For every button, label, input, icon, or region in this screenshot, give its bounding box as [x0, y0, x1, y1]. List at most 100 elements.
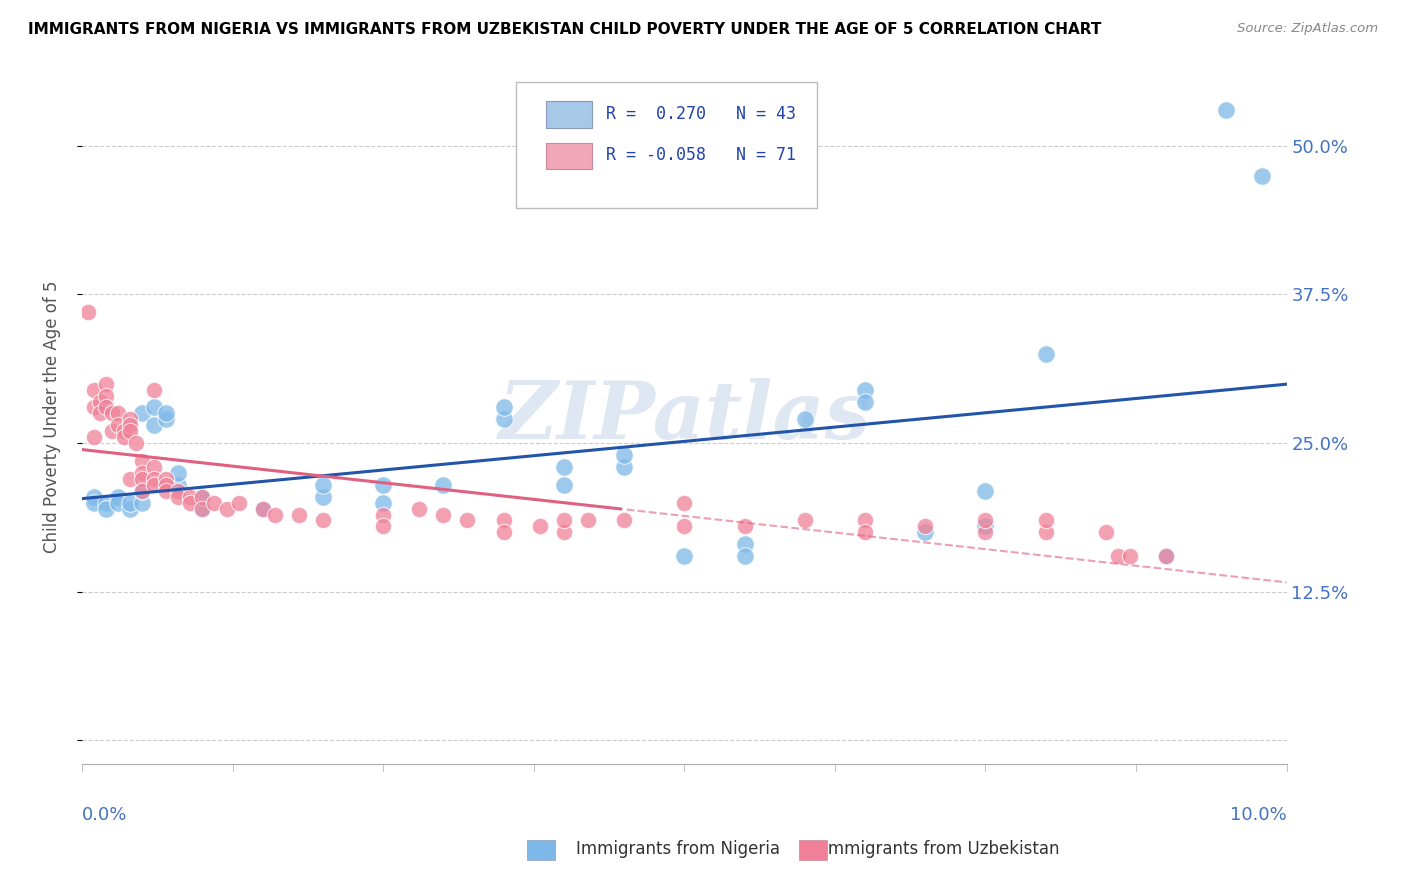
Point — [252, 501, 274, 516]
Point — [131, 472, 153, 486]
Point — [673, 549, 696, 563]
Text: 0.0%: 0.0% — [82, 806, 128, 824]
Point — [613, 513, 636, 527]
Point — [120, 424, 142, 438]
Point — [312, 490, 335, 504]
Point — [553, 513, 575, 527]
Point — [131, 406, 153, 420]
Point — [131, 495, 153, 509]
Point — [83, 430, 105, 444]
Point — [1215, 103, 1237, 117]
Point — [143, 472, 166, 486]
Point — [83, 383, 105, 397]
Point — [131, 483, 153, 498]
Point — [167, 483, 190, 498]
Point — [83, 495, 105, 509]
Point — [94, 495, 117, 509]
Point — [553, 459, 575, 474]
Point — [155, 406, 177, 420]
Point — [1035, 347, 1057, 361]
Point — [613, 459, 636, 474]
Point — [228, 495, 250, 509]
Point — [83, 401, 105, 415]
Point — [734, 519, 756, 533]
Point — [456, 513, 478, 527]
Point — [101, 424, 124, 438]
Point — [529, 519, 551, 533]
Point — [492, 412, 515, 426]
Point — [120, 472, 142, 486]
Point — [371, 477, 394, 491]
FancyBboxPatch shape — [516, 82, 817, 208]
Point — [89, 394, 111, 409]
Point — [914, 519, 936, 533]
Point — [553, 477, 575, 491]
Text: ZIPatlas: ZIPatlas — [498, 377, 870, 455]
Point — [204, 495, 226, 509]
Point — [125, 436, 148, 450]
Text: Immigrants from Uzbekistan: Immigrants from Uzbekistan — [823, 840, 1059, 858]
Point — [673, 495, 696, 509]
Point — [112, 430, 135, 444]
Text: IMMIGRANTS FROM NIGERIA VS IMMIGRANTS FROM UZBEKISTAN CHILD POVERTY UNDER THE AG: IMMIGRANTS FROM NIGERIA VS IMMIGRANTS FR… — [28, 22, 1101, 37]
Point — [914, 525, 936, 540]
Point — [974, 483, 997, 498]
Point — [673, 519, 696, 533]
Text: Source: ZipAtlas.com: Source: ZipAtlas.com — [1237, 22, 1378, 36]
Point — [853, 525, 876, 540]
FancyBboxPatch shape — [546, 143, 592, 169]
Point — [107, 406, 129, 420]
Point — [94, 388, 117, 402]
Point — [734, 549, 756, 563]
Point — [101, 406, 124, 420]
Point — [94, 501, 117, 516]
Point — [974, 519, 997, 533]
Point — [1035, 525, 1057, 540]
Point — [107, 495, 129, 509]
Y-axis label: Child Poverty Under the Age of 5: Child Poverty Under the Age of 5 — [44, 280, 60, 553]
Point — [120, 495, 142, 509]
Point — [408, 501, 430, 516]
Point — [1107, 549, 1129, 563]
Point — [107, 418, 129, 433]
Text: R =  0.270   N = 43: R = 0.270 N = 43 — [606, 104, 796, 123]
Point — [143, 477, 166, 491]
Point — [432, 477, 454, 491]
Text: R = -0.058   N = 71: R = -0.058 N = 71 — [606, 146, 796, 164]
Point — [1251, 169, 1274, 183]
Point — [94, 401, 117, 415]
Point — [143, 418, 166, 433]
Point — [553, 525, 575, 540]
Point — [89, 406, 111, 420]
Point — [853, 513, 876, 527]
Point — [613, 448, 636, 462]
Point — [1095, 525, 1118, 540]
Point — [179, 495, 201, 509]
Point — [77, 305, 100, 319]
Point — [112, 424, 135, 438]
Point — [371, 508, 394, 522]
Point — [853, 383, 876, 397]
Point — [1154, 549, 1177, 563]
Point — [191, 501, 214, 516]
Point — [793, 412, 815, 426]
Point — [107, 490, 129, 504]
Point — [155, 483, 177, 498]
Point — [793, 513, 815, 527]
Point — [974, 513, 997, 527]
Point — [120, 501, 142, 516]
Point — [155, 412, 177, 426]
Point — [179, 490, 201, 504]
Point — [143, 383, 166, 397]
Point — [974, 525, 997, 540]
Point — [191, 490, 214, 504]
Point — [1035, 513, 1057, 527]
Point — [492, 525, 515, 540]
Point — [576, 513, 599, 527]
Point — [215, 501, 238, 516]
Point — [155, 477, 177, 491]
Text: 10.0%: 10.0% — [1230, 806, 1286, 824]
Point — [492, 401, 515, 415]
Point — [371, 519, 394, 533]
Point — [1119, 549, 1142, 563]
